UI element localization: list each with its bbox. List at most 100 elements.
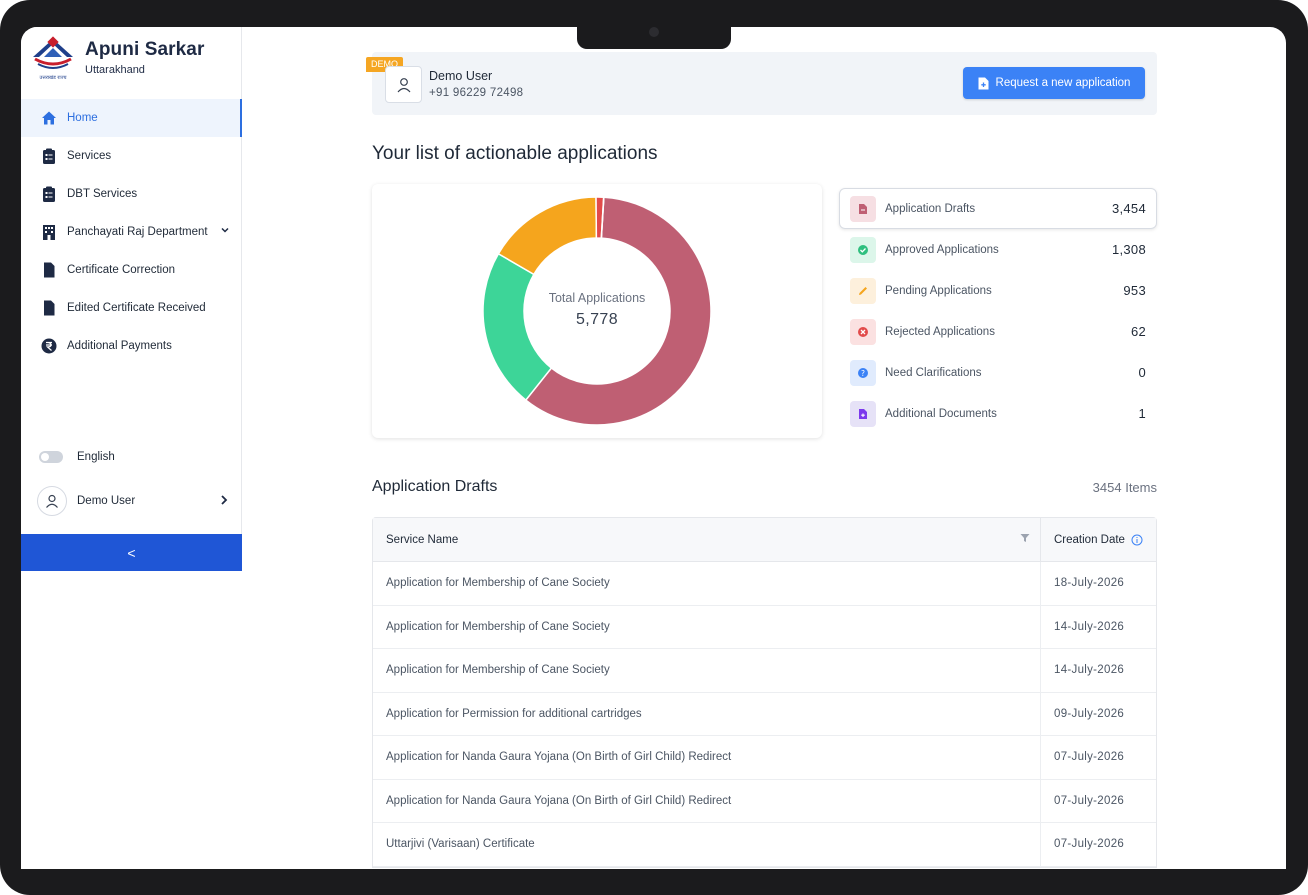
stat-pending-applications[interactable]: Pending Applications 953 [839,270,1157,311]
stat-label: Approved Applications [885,243,999,256]
sidebar: उत्तराखंड राज्य Apuni Sarkar Uttarakhand… [21,27,242,571]
draft-icon [850,195,876,222]
info-icon[interactable] [1131,534,1143,546]
user-card: DEMO Demo User +91 96229 72498 Request a… [366,52,1157,115]
donut-slice-pending-applications[interactable] [497,196,598,276]
language-toggle[interactable] [39,451,63,463]
stat-value: 953 [1123,283,1146,298]
sidebar-item-label: Home [67,112,98,124]
table-row[interactable]: Application for Membership of Cane Socie… [373,562,1156,606]
app-title: Apuni Sarkar [85,39,205,60]
avatar [385,66,422,103]
donut-svg [482,196,712,426]
clipboard-icon [41,186,57,202]
stat-need-clarifications[interactable]: ? Need Clarifications 0 [839,352,1157,393]
column-creation-date[interactable]: Creation Date [1041,518,1156,561]
sidebar-item-dbt-services[interactable]: DBT Services [21,175,242,213]
chevron-right-icon [219,494,229,509]
chevron-down-icon[interactable] [220,225,230,238]
request-new-application-button[interactable]: Request a new application [963,67,1145,99]
svg-text:उत्तराखंड राज्य: उत्तराखंड राज्य [40,74,67,81]
cell-service-name: Application for Nanda Gaura Yojana (On B… [373,779,1041,822]
check-icon [850,236,876,263]
rupee-icon [41,338,57,354]
cell-creation-date: 14-July-2026 [1054,664,1125,677]
table-row[interactable]: Uttarjivi (Varisaan) Certificate 07-July-… [373,823,1156,867]
table-row[interactable]: Application for Membership of Cane Socie… [373,649,1156,693]
status-summary-list: Application Drafts 3,454 Approved Applic… [839,188,1157,434]
collapse-sidebar-button[interactable]: < [21,534,242,571]
building-icon [41,224,57,240]
sidebar-user-menu[interactable]: Demo User [37,486,229,516]
donut-center-value: 5,778 [575,311,619,328]
avatar [37,486,67,516]
stat-additional-documents[interactable]: Additional Documents 1 [839,393,1157,434]
stat-label: Pending Applications [885,284,992,297]
stat-label: Application Drafts [885,202,976,215]
stat-application-drafts[interactable]: Application Drafts 3,454 [839,188,1157,229]
collapse-arrow-icon: < [127,544,136,561]
cell-service-name: Application for Membership of Cane Socie… [373,605,1041,648]
stat-rejected-applications[interactable]: Rejected Applications 62 [839,311,1157,352]
cell-service-name: Application for Membership of Cane Socie… [373,649,1041,692]
app-subtitle: Uttarakhand [85,64,145,76]
brand[interactable]: उत्तराखंड राज्य Apuni Sarkar Uttarakhand [29,35,204,83]
cell-creation-date: 09-July-2026 [1054,707,1125,720]
document-icon [41,262,57,278]
sidebar-item-edited-certificate[interactable]: Edited Certificate Received [21,289,242,327]
stat-approved-applications[interactable]: Approved Applications 1,308 [839,229,1157,270]
table-row[interactable]: Application for Membership of Cane Socie… [373,605,1156,649]
sidebar-item-additional-payments[interactable]: Additional Payments [21,327,242,365]
camera-notch [577,27,731,49]
request-button-label: Request a new application [995,77,1131,89]
column-label: Creation Date [1054,533,1125,546]
stat-value: 1 [1138,406,1146,421]
sidebar-item-services[interactable]: Services [21,137,242,175]
sidebar-item-label: Panchayati Raj Department [67,226,208,238]
cell-creation-date: 07-July-2026 [1054,838,1125,851]
donut-center-label: Total Applications [548,291,646,305]
sidebar-item-label: Certificate Correction [67,264,176,276]
stat-label: Rejected Applications [885,325,995,338]
question-icon: ? [850,359,876,386]
applications-donut-chart: Total Applications 5,778 [372,184,822,438]
pencil-icon [850,277,876,304]
column-service-name[interactable]: Service Name [373,518,1041,561]
sidebar-item-label: DBT Services [67,188,138,200]
x-circle-icon [850,318,876,345]
uttarakhand-emblem-icon: उत्तराखंड राज्य [33,36,73,81]
sidebar-user-name: Demo User [77,495,136,507]
table-row[interactable]: Application for Permission for additiona… [373,692,1156,736]
cell-service-name: Application for Permission for additiona… [373,692,1041,735]
file-plus-icon [978,77,989,90]
section-title: Your list of actionable applications [372,143,658,164]
drafts-table: Service Name Creation Date Application f… [372,517,1157,868]
cell-creation-date: 14-July-2026 [1054,620,1125,633]
donut-slice-additional-documents[interactable] [600,196,605,239]
table-row[interactable]: Application for Nanda Gaura Yojana (On B… [373,779,1156,823]
cell-creation-date: 07-July-2026 [1054,794,1125,807]
user-icon [397,77,410,92]
app-screen: उत्तराखंड राज्य Apuni Sarkar Uttarakhand… [21,27,1286,869]
column-label: Service Name [386,533,459,546]
home-icon [41,110,57,126]
stat-value: 1,308 [1111,242,1146,257]
filter-icon[interactable] [1020,533,1030,546]
table-header: Service Name Creation Date [373,518,1156,562]
doc-plus-icon [850,400,876,427]
cell-service-name: Application for Nanda Gaura Yojana (On B… [373,736,1041,779]
document-icon [41,300,57,316]
stat-value: 3,454 [1111,201,1146,216]
sidebar-item-panchayati-raj[interactable]: Panchayati Raj Department [21,213,242,251]
stat-value: 0 [1138,365,1146,380]
language-label: English [77,451,115,463]
cell-service-name: Application for Membership of Cane Socie… [373,562,1041,605]
svg-text:?: ? [861,368,865,377]
stat-label: Additional Documents [885,407,997,420]
cell-creation-date: 07-July-2026 [1054,751,1125,764]
sidebar-item-home[interactable]: Home [21,99,242,137]
donut-slice-application-drafts[interactable] [524,196,712,426]
table-row[interactable]: Application for Nanda Gaura Yojana (On B… [373,736,1156,780]
cell-service-name: Uttarjivi (Varisaan) Certificate [373,823,1041,866]
sidebar-item-certificate-correction[interactable]: Certificate Correction [21,251,242,289]
